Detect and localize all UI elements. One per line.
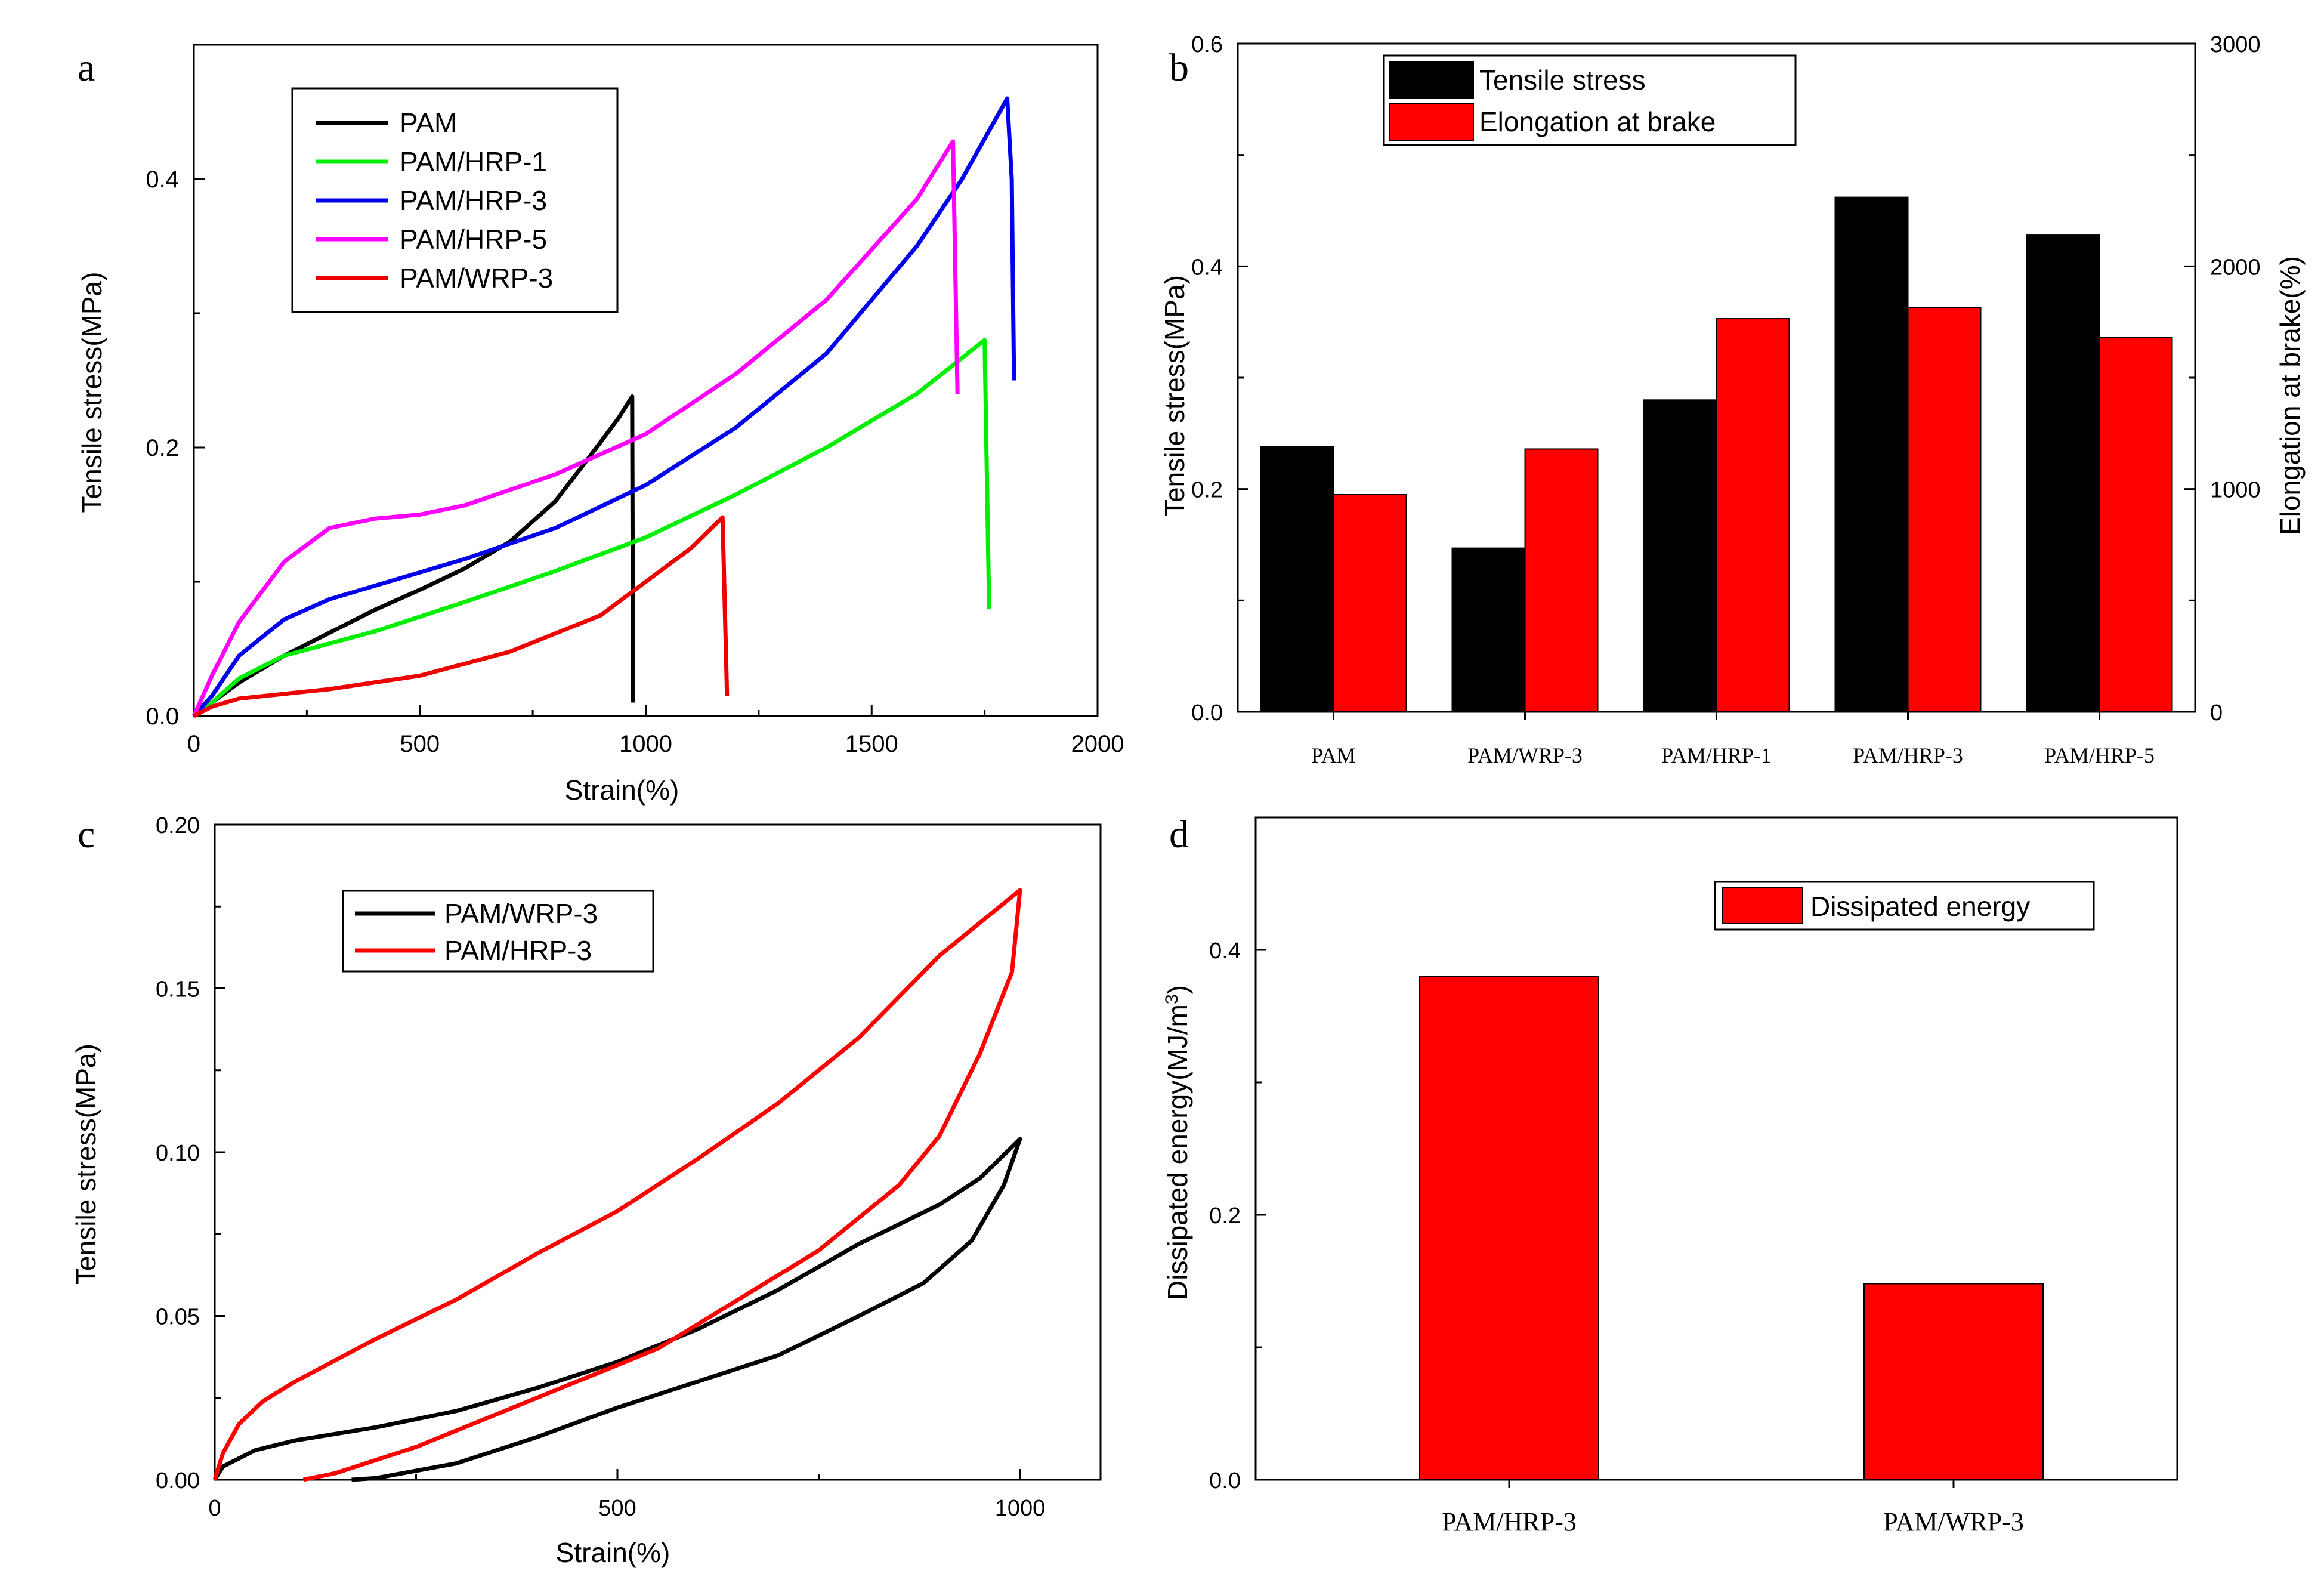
b-category-label: PAM <box>1311 743 1356 767</box>
d-ytick-label: 0.4 <box>1209 939 1241 964</box>
legend-box <box>342 890 654 973</box>
y2-axis-label: Elongation at brake(%) <box>2274 256 2306 535</box>
a-xtick-label: 2000 <box>1071 731 1124 757</box>
a-xtick-label: 1000 <box>619 731 672 757</box>
panel-c: c 0.00 0.05 0.10 0.15 0.20 0 500 1000 Strain(%) Te… <box>70 813 1102 1568</box>
series-line-pam <box>192 394 635 718</box>
series-line-pam-hrp-3 <box>212 888 1022 1482</box>
series-line-pam-wrp-3 <box>213 1137 1022 1482</box>
b-ytick-label: 0.0 <box>1191 700 1223 726</box>
y-axis-label: Tensile stress(MPa) <box>70 1044 101 1285</box>
c-ytick-label: 0.10 <box>156 1141 200 1166</box>
legend-swatch <box>1389 103 1474 141</box>
a-ytick-label: 0.2 <box>146 435 179 461</box>
bar-tensile-stress <box>1643 399 1717 712</box>
legend-label: Dissipated energy <box>1810 891 2030 922</box>
b-y2tick-label: 0 <box>2210 700 2223 726</box>
d-ytick-label: 0.0 <box>1209 1468 1241 1493</box>
panel-label-d: d <box>1169 813 1189 856</box>
legend-label: PAM/HRP-3 <box>444 935 592 966</box>
bar-tensile-stress <box>2026 234 2100 713</box>
b-category-label: PAM/HRP-3 <box>1853 743 1963 767</box>
bar-dissipated-energy <box>1863 1283 2044 1480</box>
a-ytick-label: 0.4 <box>146 166 179 193</box>
c-xtick-label: 1000 <box>995 1496 1046 1521</box>
panel-d: d 0.0 0.2 0.4 PAM/HRP-3 PAM/WRP-3 Dissipated e… <box>1162 813 2178 1536</box>
b-category-label: PAM/HRP-5 <box>2044 743 2155 767</box>
d-ytick-label: 0.2 <box>1209 1203 1241 1229</box>
a-xtick-label: 1500 <box>845 731 898 757</box>
legend-label: PAM/WRP-3 <box>444 898 598 929</box>
b-category-label: PAM/WRP-3 <box>1467 743 1583 767</box>
c-ytick-label: 0.15 <box>156 977 200 1002</box>
panel-b: b 0.0 0.2 0.4 0.6 0 1000 2000 3000 PAM PAM/WRP-3 PA… <box>1159 32 2306 767</box>
bar-tensile-stress <box>1451 547 1526 712</box>
a-xtick-label: 500 <box>400 731 440 757</box>
x-axis-label: Strain(%) <box>565 774 679 806</box>
a-ytick-label: 0.0 <box>146 703 179 730</box>
b-category-label: PAM/HRP-1 <box>1661 743 1772 767</box>
bar-tensile-stress <box>1834 196 1909 713</box>
y-axis-label-main: Dissipated energy(MJ/m <box>1162 1004 1193 1300</box>
y-axis-label: Dissipated energy(MJ/m3) <box>1162 985 1193 1300</box>
panel-label-c: c <box>78 813 95 856</box>
b-y2tick-label: 1000 <box>2210 478 2261 503</box>
b-y2tick-label: 3000 <box>2210 32 2261 57</box>
series-line-pam-hrp-1 <box>192 338 991 718</box>
legend-label: PAM <box>400 107 457 138</box>
panel-label-a: a <box>78 46 95 90</box>
d-category-label: PAM/HRP-3 <box>1442 1507 1577 1536</box>
series-line-pam-hrp-3 <box>192 96 1016 718</box>
legend-label: Tensile stress <box>1479 64 1646 95</box>
legend-swatch <box>1722 887 1803 924</box>
bar-tensile-stress <box>1260 446 1334 712</box>
a-xtick-label: 0 <box>187 731 200 757</box>
series-line-pam-wrp-3 <box>193 515 730 718</box>
b-y2tick-label: 2000 <box>2210 255 2261 280</box>
c-xtick-label: 0 <box>208 1496 221 1521</box>
b-ytick-label: 0.4 <box>1191 255 1223 280</box>
legend-label: PAM/HRP-1 <box>400 146 547 177</box>
bar-elongation <box>1333 494 1407 712</box>
y-axis-label-end: ) <box>1162 985 1193 994</box>
legend-label: Elongation at brake <box>1479 106 1716 137</box>
bar-dissipated-energy <box>1419 976 1599 1480</box>
legend-label: PAM/HRP-5 <box>400 224 547 255</box>
y-axis-label: Tensile stress(MPa) <box>76 272 107 513</box>
legend-swatch <box>1389 61 1474 99</box>
b-ytick-label: 0.6 <box>1191 32 1223 57</box>
d-category-label: PAM/WRP-3 <box>1883 1507 2024 1536</box>
y-axis-label: Tensile stress(MPa) <box>1159 275 1190 516</box>
series-line-pam-hrp-5 <box>191 139 960 717</box>
c-ytick-label: 0.20 <box>156 813 200 838</box>
bar-elongation <box>2099 337 2173 712</box>
plot-frame <box>1254 816 2178 1481</box>
x-axis-label: Strain(%) <box>556 1537 670 1568</box>
panel-label-b: b <box>1169 46 1189 90</box>
c-ytick-label: 0.00 <box>156 1468 200 1493</box>
bar-elongation <box>1524 448 1599 712</box>
legend-label: PAM/WRP-3 <box>400 263 553 294</box>
bar-elongation <box>1716 318 1790 712</box>
panel-a: a 0.0 0.2 0.4 0 500 1000 1500 2000 Strain(%) Tensi… <box>76 44 1124 806</box>
c-xtick-label: 500 <box>598 1496 636 1521</box>
legend-label: PAM/HRP-3 <box>400 185 547 216</box>
bar-elongation <box>1907 307 1982 712</box>
y-axis-label-superscript: 3 <box>1162 994 1182 1004</box>
b-ytick-label: 0.2 <box>1191 478 1223 503</box>
c-ytick-label: 0.05 <box>156 1305 200 1330</box>
